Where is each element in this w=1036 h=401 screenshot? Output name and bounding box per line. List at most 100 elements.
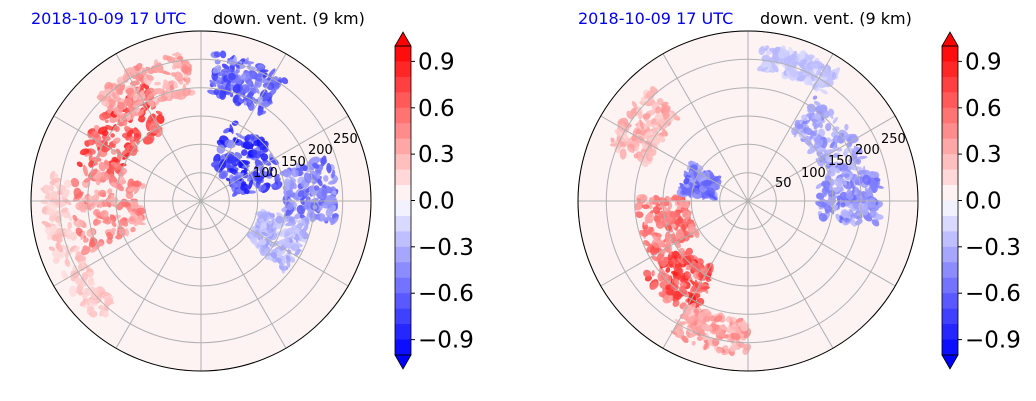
heatmap-cell [56, 184, 67, 192]
radial-tick-label: 200 [855, 143, 880, 158]
heatmap-cell [815, 183, 823, 190]
colorbar-extend-min [941, 354, 959, 370]
colorbar-tick-label: 0.0 [965, 189, 1002, 215]
heatmap-cell [95, 177, 101, 186]
colorbar-segment [395, 123, 411, 140]
heatmap-cell [711, 337, 720, 347]
heatmap-cell [72, 214, 78, 222]
heatmap-cell [291, 169, 299, 178]
heatmap-cell [642, 223, 649, 230]
heatmap-cell [677, 216, 684, 224]
colorbar-tick-label: 0.6 [418, 96, 455, 122]
heatmap-cell [55, 252, 63, 257]
heatmap-cell [323, 175, 329, 182]
colorbar-segment [942, 324, 958, 341]
heatmap-cell [673, 291, 682, 300]
heatmap-cell [679, 199, 690, 209]
heatmap-cell [647, 243, 653, 250]
heatmap-cell [143, 134, 155, 145]
heatmap-cell [255, 180, 261, 189]
colorbar-segment [942, 154, 958, 171]
heatmap-cell [657, 135, 666, 143]
heatmap-cell [219, 89, 227, 100]
heatmap-cell [672, 232, 677, 243]
heatmap-cell [147, 113, 156, 123]
heatmap-cell [213, 88, 220, 96]
heatmap-cell [731, 323, 737, 328]
heatmap-cell [692, 191, 702, 200]
heatmap-cell [283, 235, 290, 242]
heatmap-cell [299, 198, 305, 206]
colorbar-segment [942, 308, 958, 325]
heatmap-cell [48, 246, 56, 252]
heatmap-cell [783, 55, 793, 65]
heatmap-cell [241, 149, 248, 156]
heatmap-cell [641, 204, 650, 210]
heatmap-cell [678, 247, 686, 256]
heatmap-cell [110, 133, 115, 138]
heatmap-cell [146, 91, 158, 99]
heatmap-cell [862, 174, 871, 185]
heatmap-cell [635, 211, 644, 218]
heatmap-cell [760, 66, 769, 72]
heatmap-cell [237, 97, 244, 104]
colorbar-left: 0.9 0.6 0.3 0.0 −0.3 −0.6 −0.9 [394, 31, 474, 370]
heatmap-cell [814, 136, 821, 144]
heatmap-cell [258, 239, 267, 246]
heatmap-cell [264, 248, 271, 255]
heatmap-cell [257, 107, 264, 116]
heatmap-cell [132, 200, 139, 208]
heatmap-cell [832, 116, 838, 124]
heatmap-cell [647, 150, 653, 160]
heatmap-cell [657, 233, 662, 241]
grid-spoke [747, 53, 834, 202]
colorbar-tick-label: 0.9 [965, 49, 1002, 75]
heatmap-cell [696, 335, 703, 342]
heatmap-cell [610, 137, 615, 143]
heatmap-cell [125, 87, 134, 95]
heatmap-cell [815, 79, 826, 89]
heatmap-cell [231, 159, 237, 167]
heatmap-cell [655, 106, 662, 114]
heatmap-cell [278, 264, 286, 271]
heatmap-cell [814, 112, 822, 122]
heatmap-cell [110, 182, 117, 188]
heatmap-cell [299, 163, 307, 171]
heatmap-cell [839, 187, 844, 192]
heatmap-cell [269, 157, 279, 166]
heatmap-cell [74, 255, 87, 262]
heatmap-cell [277, 178, 281, 189]
heatmap-cell [212, 65, 222, 74]
grid-spoke [662, 53, 749, 202]
heatmap-cell [51, 177, 61, 183]
heatmap-cell [803, 127, 813, 136]
heatmap-cell [261, 231, 268, 236]
colorbar-tick-label: 0.3 [965, 142, 1002, 168]
heatmap-cell [719, 325, 728, 331]
heatmap-cell [656, 97, 664, 105]
heatmap-cell [81, 272, 89, 281]
heatmap-cell [816, 62, 824, 67]
radial-tick-label: 50 [775, 176, 792, 191]
heatmap-cell [253, 84, 260, 94]
heatmap-cell [91, 130, 100, 138]
heatmap-cell [49, 184, 54, 192]
heatmap-cell [619, 148, 627, 160]
heatmap-cell [682, 218, 687, 226]
heatmap-cell [665, 267, 671, 273]
heatmap-cell [840, 202, 846, 208]
heatmap-cell [128, 187, 134, 192]
heatmap-cell [225, 177, 231, 182]
heatmap-cell [650, 255, 660, 262]
heatmap-cell [669, 258, 678, 265]
heatmap-cell [135, 207, 147, 215]
heatmap-cell [662, 128, 668, 137]
heatmap-cell [162, 83, 169, 90]
heatmap-cell [796, 123, 804, 130]
heatmap-cell [221, 63, 230, 70]
colorbar-segment [395, 185, 411, 201]
heatmap-cell [46, 234, 52, 240]
heatmap-cell [101, 130, 109, 137]
grid-spoke [200, 200, 349, 287]
grid-spoke [747, 200, 834, 349]
